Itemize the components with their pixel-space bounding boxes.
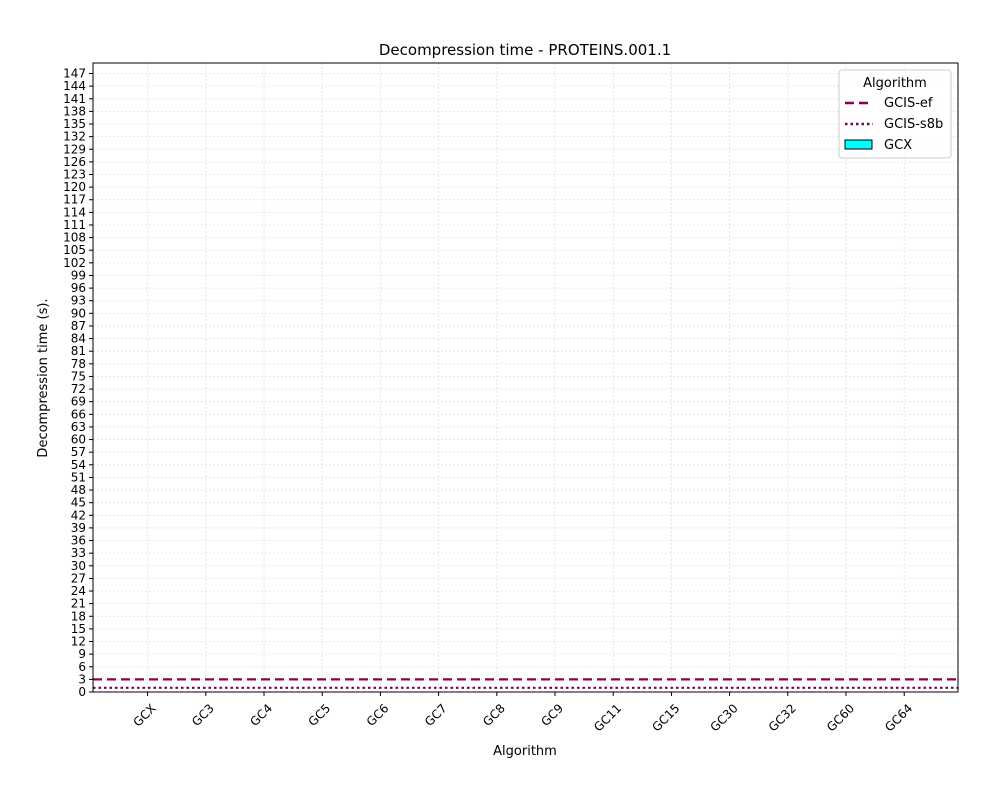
y-tick-label: 66 xyxy=(71,407,86,421)
y-tick-label: 69 xyxy=(71,395,86,409)
y-tick-label: 135 xyxy=(63,117,86,131)
y-tick-label: 114 xyxy=(63,205,86,219)
x-axis: GCX GC3 GC4 GC5 GC6 GC7 GC8 GC9 GC11 GC15 GC30 GC32… xyxy=(131,692,915,734)
chart-title: Decompression time - PROTEINS.001.1 xyxy=(379,41,671,59)
x-tick-label-gc3: GC3 xyxy=(189,701,217,729)
y-tick-label: 90 xyxy=(71,306,86,320)
legend-label-gcis-ef: GCIS-ef xyxy=(884,96,933,111)
y-tick-label: 54 xyxy=(71,458,86,472)
y-tick-label: 0 xyxy=(78,685,86,699)
y-tick-label: 105 xyxy=(63,243,86,257)
x-tick-label-gc9: GC9 xyxy=(538,701,566,729)
y-tick-label: 75 xyxy=(71,369,86,383)
y-tick-label: 57 xyxy=(71,445,86,459)
y-tick-label: 30 xyxy=(71,559,86,573)
y-tick-label: 33 xyxy=(71,546,86,560)
x-tick-label-gcx: GCX xyxy=(131,701,159,729)
x-tick-label-gc4: GC4 xyxy=(247,701,275,729)
y-tick-label: 147 xyxy=(63,67,86,81)
y-tick-label: 123 xyxy=(63,167,86,181)
y-tick-label: 72 xyxy=(71,382,86,396)
y-tick-label: 45 xyxy=(71,496,86,510)
y-tick-label: 120 xyxy=(63,180,86,194)
y-tick-label: 3 xyxy=(78,672,86,686)
y-tick-label: 78 xyxy=(71,357,86,371)
x-tick-label-gc8: GC8 xyxy=(480,701,508,729)
y-tick-label: 24 xyxy=(71,584,86,598)
y-tick-label: 102 xyxy=(63,256,86,270)
y-tick-label: 99 xyxy=(71,268,86,282)
y-tick-label: 93 xyxy=(71,294,86,308)
legend-title: Algorithm xyxy=(863,76,927,91)
y-tick-label: 108 xyxy=(63,231,86,245)
y-tick-label: 42 xyxy=(71,508,86,522)
y-tick-label: 48 xyxy=(71,483,86,497)
legend-label-gcx: GCX xyxy=(884,138,912,153)
y-tick-label: 117 xyxy=(63,193,86,207)
y-tick-label: 18 xyxy=(71,609,86,623)
y-tick-label: 39 xyxy=(71,521,86,535)
y-tick-label: 21 xyxy=(71,597,86,611)
y-tick-label: 126 xyxy=(63,155,86,169)
y-tick-label: 84 xyxy=(71,332,86,346)
x-tick-label-gc32: GC32 xyxy=(766,701,799,734)
legend: Algorithm GCIS-ef GCIS-s8b GCX xyxy=(838,69,952,159)
y-tick-label: 138 xyxy=(63,104,86,118)
y-tick-label: 129 xyxy=(63,142,86,156)
y-tick-label: 81 xyxy=(71,344,86,358)
x-tick-label-gc64: GC64 xyxy=(882,701,915,734)
y-tick-label: 141 xyxy=(63,92,86,106)
y-tick-label: 15 xyxy=(71,622,86,636)
legend-swatch-gcx xyxy=(844,139,873,150)
x-tick-label-gc30: GC30 xyxy=(708,701,741,734)
x-axis-label: Algorithm xyxy=(493,744,557,759)
reference-lines xyxy=(93,678,958,689)
plot-frame xyxy=(92,62,959,693)
x-tick-label-gc11: GC11 xyxy=(591,701,624,734)
x-tick-label-gc5: GC5 xyxy=(306,701,334,729)
y-tick-label: 132 xyxy=(63,130,86,144)
x-tick-label-gc60: GC60 xyxy=(824,701,857,734)
x-tick-label-gc15: GC15 xyxy=(649,701,682,734)
legend-label-gcis-s8b: GCIS-s8b xyxy=(884,117,943,132)
y-tick-label: 9 xyxy=(78,647,86,661)
y-tick-label: 60 xyxy=(71,433,86,447)
y-tick-label: 96 xyxy=(71,281,86,295)
y-axis: 0369121518212427303336394245485154576063… xyxy=(63,67,93,699)
x-tick-label-gc6: GC6 xyxy=(364,701,392,729)
y-tick-label: 144 xyxy=(63,79,86,93)
y-tick-label: 87 xyxy=(71,319,86,333)
grid xyxy=(93,63,958,693)
y-tick-label: 27 xyxy=(71,571,86,585)
legend-box xyxy=(838,69,952,159)
y-tick-label: 51 xyxy=(71,470,86,484)
y-axis-label: Decompression time (s). xyxy=(36,298,51,457)
x-tick-label-gc7: GC7 xyxy=(422,701,450,729)
y-tick-label: 36 xyxy=(71,534,86,548)
y-tick-label: 12 xyxy=(71,635,86,649)
y-tick-label: 6 xyxy=(78,660,86,674)
y-tick-label: 111 xyxy=(63,218,86,232)
y-tick-label: 63 xyxy=(71,420,86,434)
